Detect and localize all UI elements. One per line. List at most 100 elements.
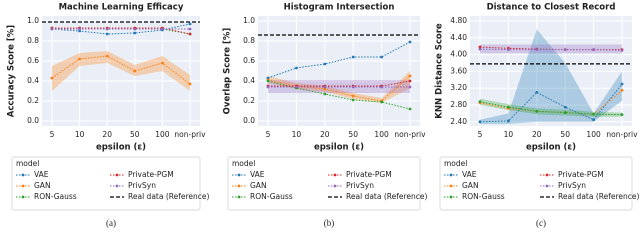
data-point (563, 105, 567, 109)
data-point (620, 49, 624, 52)
confidence-band (480, 98, 622, 117)
y-tick-label: 2.40 (450, 117, 467, 126)
legend-marker (449, 195, 453, 199)
y-tick-label: 4.80 (450, 16, 467, 25)
legend-marker (115, 173, 119, 177)
legend-title: model (232, 159, 255, 168)
legend-label: PrivSyn (346, 181, 374, 190)
data-point (133, 69, 137, 73)
legend-label: RON-Gauss (462, 192, 505, 201)
series-line (268, 80, 411, 87)
data-point (351, 94, 355, 98)
legend-label: Private-PGM (558, 170, 604, 179)
data-point (266, 85, 270, 89)
legend-label: VAE (250, 170, 265, 179)
data-point (50, 27, 54, 31)
data-point (188, 82, 192, 86)
y-tick-label: 0.2 (27, 96, 39, 105)
chart-title: Machine Learning Efficacy (59, 3, 184, 13)
data-point (351, 85, 355, 89)
data-point (351, 98, 355, 102)
plot-area (258, 16, 420, 126)
legend-label: Private-PGM (346, 170, 392, 179)
data-point (380, 55, 383, 59)
legend-marker (21, 173, 25, 177)
data-point (78, 27, 81, 31)
y-tick-label: 4.00 (450, 50, 467, 59)
data-point (478, 47, 482, 51)
x-axis-label: epsilon (ε) (526, 143, 576, 153)
caption: (b) (324, 218, 335, 228)
y-tick-label: 0.0 (27, 116, 39, 125)
legend-box (11, 156, 201, 211)
x-tick-label: 10 (75, 130, 85, 139)
series-line (479, 83, 623, 123)
y-tick-label: 0.8 (243, 36, 255, 45)
legend-label: GAN (462, 181, 479, 190)
data-point (161, 27, 164, 31)
data-point (323, 62, 327, 66)
legend-marker (237, 195, 241, 199)
data-point (105, 32, 109, 36)
data-point (620, 82, 624, 86)
legend-label: PrivSyn (128, 181, 156, 190)
data-point (351, 55, 355, 59)
data-point (323, 85, 327, 89)
x-axis-label: epsilon (ε) (96, 143, 146, 153)
legend-marker (449, 173, 453, 177)
chart-title: Histogram Intersection (284, 3, 395, 13)
x-tick-label: 20 (532, 130, 542, 139)
caption: (a) (106, 218, 116, 228)
legend-marker (115, 184, 119, 188)
series-line (267, 41, 411, 79)
legend-label: VAE (462, 170, 477, 179)
x-tick-label: 20 (320, 130, 330, 139)
data-point (323, 87, 327, 91)
y-tick-label: 0.4 (27, 76, 39, 85)
data-point (592, 112, 595, 116)
data-point (620, 113, 624, 117)
x-tick-label: 100 (586, 130, 601, 139)
data-point (535, 109, 539, 113)
data-point (266, 79, 270, 83)
data-point (408, 85, 412, 89)
data-point (380, 100, 383, 104)
series-line (51, 55, 191, 85)
data-point (380, 85, 383, 89)
data-point (563, 48, 567, 51)
data-point (592, 118, 595, 122)
legend-marker (237, 184, 241, 188)
y-tick-label: 1.0 (27, 16, 39, 25)
legend-marker (21, 184, 25, 188)
legend-marker (237, 173, 241, 177)
data-point (50, 76, 54, 80)
y-tick-label: 3.20 (450, 83, 467, 92)
legend-label: RON-Gauss (34, 192, 77, 201)
legend-label: Private-PGM (128, 170, 174, 179)
x-tick-label: 10 (292, 130, 302, 139)
data-point (408, 79, 412, 83)
y-tick-label: 3.60 (450, 66, 467, 75)
series-line (479, 89, 623, 115)
y-tick-label: 0.0 (243, 116, 255, 125)
data-point (188, 22, 192, 26)
x-tick-label: 20 (102, 130, 112, 139)
legend-marker (545, 184, 549, 188)
data-point (78, 57, 81, 61)
y-tick-label: 0.6 (27, 56, 39, 65)
legend-box (227, 156, 421, 211)
data-point (266, 76, 270, 80)
y-axis-label: Accuracy Score [%] (7, 25, 17, 117)
data-point (563, 111, 567, 114)
legend-label: RON-Gauss (250, 192, 293, 201)
x-tick-label: non-priv (174, 130, 206, 139)
y-tick-label: 0.6 (243, 56, 255, 65)
data-point (105, 54, 109, 58)
confidence-band (480, 44, 622, 54)
data-point (535, 48, 539, 51)
series-line (267, 80, 411, 110)
legend-marker (333, 184, 337, 188)
x-tick-label: 100 (155, 130, 170, 139)
legend-label: Real data (Reference) (558, 192, 640, 201)
caption: (c) (536, 218, 546, 228)
